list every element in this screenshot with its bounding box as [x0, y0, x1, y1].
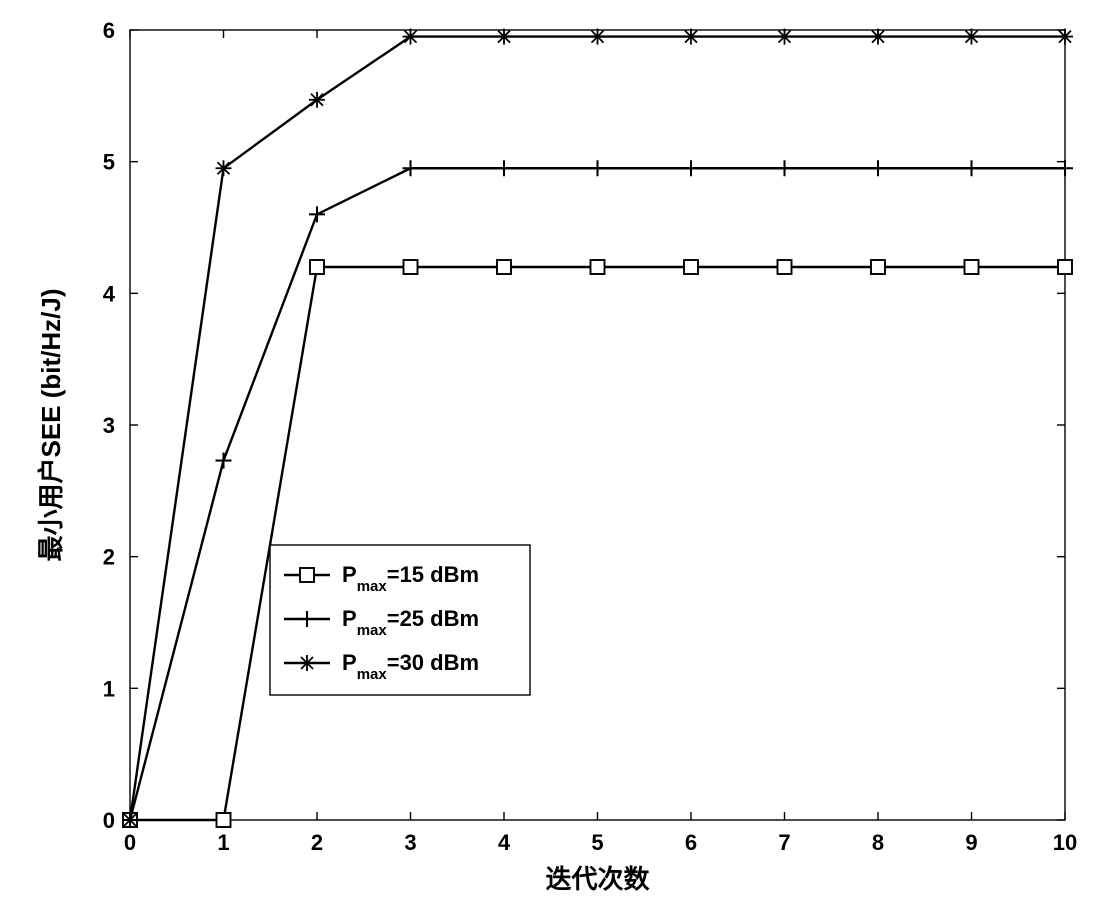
marker-square	[217, 813, 231, 827]
y-tick-label: 5	[103, 150, 115, 175]
marker-square	[497, 260, 511, 274]
x-axis-label: 迭代次数	[545, 864, 650, 894]
marker-square	[300, 568, 314, 582]
y-tick-label: 1	[103, 676, 115, 701]
x-tick-label: 10	[1053, 830, 1077, 855]
marker-square	[404, 260, 418, 274]
y-tick-label: 2	[103, 545, 115, 570]
y-tick-label: 3	[103, 413, 115, 438]
x-tick-label: 8	[872, 830, 884, 855]
x-tick-label: 0	[124, 830, 136, 855]
x-tick-label: 3	[404, 830, 416, 855]
marker-square	[591, 260, 605, 274]
legend: Pmax=15 dBmPmax=25 dBmPmax=30 dBm	[270, 545, 530, 695]
x-tick-label: 1	[217, 830, 229, 855]
y-tick-label: 6	[103, 18, 115, 43]
marker-square	[310, 260, 324, 274]
line-chart: 0 1 2 3 4 5 6 7 8 9 10 0 1 2 3 4 5 6 迭代次数 最小用户SEE (bit/Hz/J…	[0, 0, 1093, 902]
x-tick-label: 4	[498, 830, 511, 855]
y-axis-label: 最小用户SEE (bit/Hz/J)	[36, 288, 66, 561]
x-tick-label: 7	[778, 830, 790, 855]
chart-background	[0, 0, 1093, 902]
marker-square	[1058, 260, 1072, 274]
x-tick-label: 6	[685, 830, 697, 855]
marker-square	[778, 260, 792, 274]
marker-square	[684, 260, 698, 274]
marker-square	[871, 260, 885, 274]
x-tick-label: 2	[311, 830, 323, 855]
x-tick-label: 9	[965, 830, 977, 855]
marker-square	[965, 260, 979, 274]
y-tick-label: 4	[103, 281, 116, 306]
x-tick-label: 5	[591, 830, 603, 855]
y-tick-label: 0	[103, 808, 115, 833]
